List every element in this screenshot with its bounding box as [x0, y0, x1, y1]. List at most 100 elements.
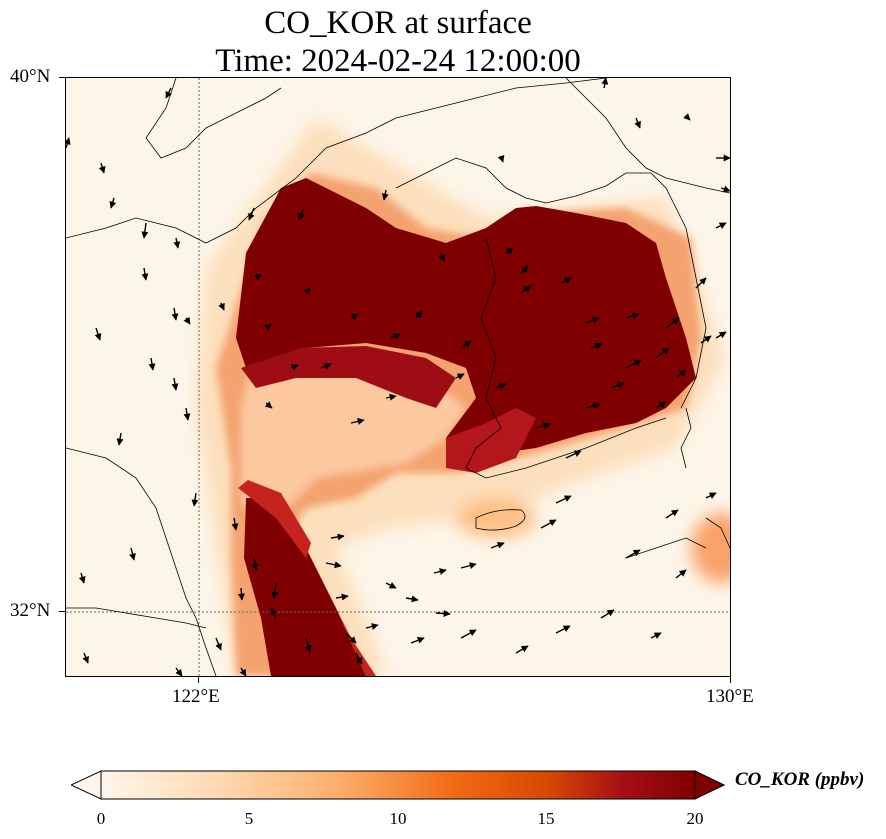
wind-arrow: [248, 207, 255, 221]
plume-core: [236, 178, 696, 676]
wind-arrow: [460, 340, 472, 349]
wind-arrow: [625, 549, 641, 559]
wind-arrow: [263, 323, 272, 331]
wind-arrow: [271, 582, 279, 599]
lat-tick-40: [59, 77, 65, 78]
wind-arrow: [350, 313, 359, 321]
wind-arrow: [433, 568, 447, 575]
wind-arrow: [415, 310, 423, 319]
wind-arrow: [520, 285, 532, 294]
wind-arrow: [304, 637, 312, 653]
wind-arrow: [455, 373, 465, 380]
wind-arrow: [585, 316, 600, 324]
wind-arrow: [251, 557, 259, 571]
wind-arrow: [610, 381, 625, 389]
wind-arrow: [320, 363, 332, 370]
wind-arrow: [590, 342, 603, 350]
wind-arrow: [141, 222, 149, 239]
colorbar: [71, 770, 725, 800]
map-panel: [65, 77, 731, 677]
wind-arrow: [560, 277, 572, 284]
wind-arrow: [365, 623, 379, 630]
wind-arrow: [555, 495, 572, 504]
wind-arrow: [330, 533, 345, 541]
colorbar-tick-0: 0: [96, 809, 106, 828]
wind-arrow: [435, 610, 451, 618]
wind-arrow: [141, 267, 149, 281]
wind-arrow: [665, 317, 680, 329]
wind-arrow: [495, 383, 507, 390]
wind-arrow: [535, 422, 551, 430]
wind-arrow: [460, 562, 477, 570]
wind-arrow: [515, 645, 529, 654]
wind-arrow: [215, 637, 222, 651]
wind-arrow: [148, 357, 156, 371]
wind-arrow: [490, 541, 505, 549]
wind-arrow: [298, 207, 305, 221]
colorbar-extend-min: [71, 770, 102, 800]
colorbar-tick-20: 20: [686, 809, 704, 828]
wind-arrow: [78, 572, 86, 584]
wind-arrow: [171, 377, 179, 391]
wind-arrow: [183, 316, 191, 325]
wind-arrow: [290, 364, 299, 371]
wind-arrow: [231, 517, 239, 531]
wind-vectors: [66, 78, 730, 676]
lat-label-32: 32°N: [10, 600, 51, 621]
wind-arrow: [350, 418, 365, 425]
wind-arrow: [345, 632, 357, 644]
wind-arrow: [183, 407, 191, 421]
wind-arrow: [129, 547, 136, 561]
wind-arrow: [116, 432, 124, 446]
wind-arrow: [655, 401, 667, 409]
wind-arrow: [460, 629, 477, 639]
wind-arrow: [720, 185, 730, 193]
wind-arrow: [438, 252, 446, 262]
wind-arrow: [405, 595, 419, 603]
wind-arrow: [173, 237, 181, 249]
wind-arrow: [109, 197, 117, 209]
wind-arrow: [98, 162, 106, 174]
wind-arrow: [335, 593, 349, 601]
map-title: CO_KOR at surface: [264, 5, 532, 41]
wind-arrow: [325, 561, 342, 569]
wind-arrow: [625, 359, 642, 369]
gridlines: [66, 78, 730, 676]
colorbar-tick-15: 15: [537, 809, 555, 828]
lon-tick-122: [198, 677, 199, 683]
wind-arrow: [585, 402, 601, 410]
wind-arrow: [355, 652, 363, 665]
concentration-map: [66, 78, 730, 676]
lat-label-40: 40°N: [10, 66, 51, 87]
wind-arrow: [540, 519, 557, 529]
colorbar-extend-max: [694, 770, 725, 800]
wind-arrow: [634, 117, 641, 129]
wind-arrow: [565, 450, 582, 459]
wind-arrow: [390, 333, 401, 340]
lat-tick-32: [59, 611, 65, 612]
wind-arrow: [239, 667, 247, 676]
wind-arrow: [385, 393, 397, 401]
wind-arrow: [410, 636, 425, 644]
wind-arrow: [715, 222, 727, 229]
wind-arrow: [625, 312, 640, 320]
wind-arrow: [165, 87, 172, 99]
wind-arrow: [715, 331, 727, 339]
wind-arrow: [695, 277, 707, 289]
wind-arrow: [655, 347, 670, 359]
wind-arrow: [683, 113, 691, 121]
wind-arrow: [665, 509, 679, 519]
wind-arrow: [700, 335, 712, 344]
wind-arrow: [303, 287, 311, 296]
lon-label-130: 130°E: [706, 686, 754, 707]
wind-arrow: [675, 569, 687, 579]
wind-arrow: [505, 247, 514, 255]
wind-arrow: [675, 369, 687, 379]
wind-arrow: [218, 302, 225, 311]
map-time-subtitle: Time: 2024-02-24 12:00:00: [215, 43, 581, 79]
wind-arrow: [94, 327, 102, 341]
coastlines: [66, 78, 730, 676]
wind-arrow: [270, 607, 277, 619]
colorbar-label: CO_KOR (ppbv): [735, 769, 865, 790]
wind-arrow: [497, 154, 505, 163]
